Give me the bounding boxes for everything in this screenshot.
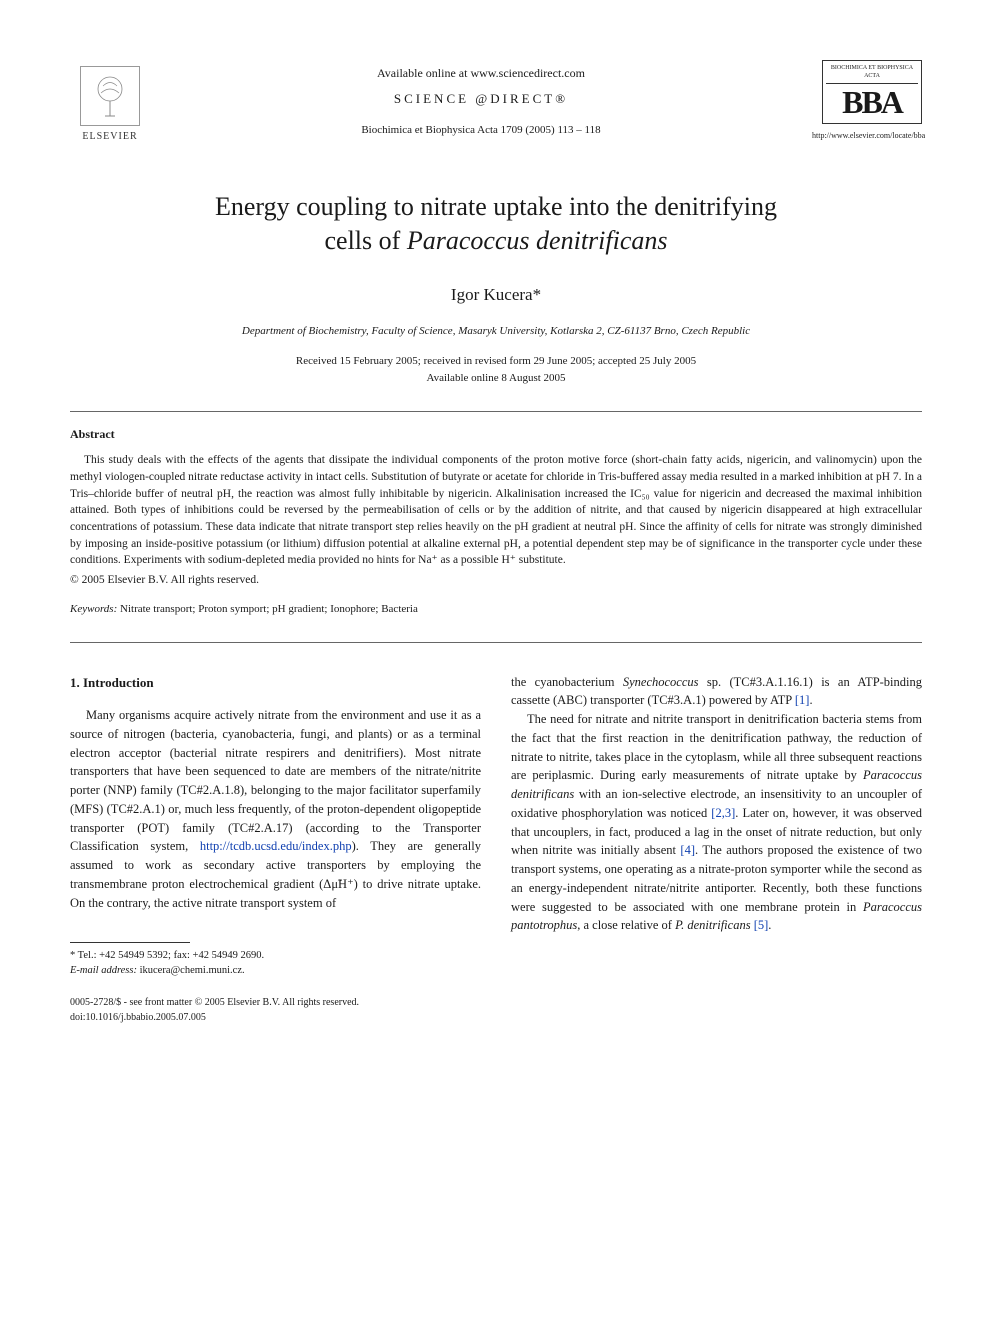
column-right: the cyanobacterium Synechococcus sp. (TC… xyxy=(511,673,922,1025)
bba-url[interactable]: http://www.elsevier.com/locate/bba xyxy=(812,130,922,141)
footnote-separator xyxy=(70,942,190,943)
page-header: ELSEVIER Available online at www.science… xyxy=(70,60,922,150)
corresponding-email: E-mail address: ikucera@chemi.muni.cz. xyxy=(70,964,481,979)
received-dates: Received 15 February 2005; received in r… xyxy=(70,354,922,369)
available-online-date: Available online 8 August 2005 xyxy=(70,371,922,386)
keywords-label: Keywords: xyxy=(70,603,117,615)
bba-box: BIOCHIMICA ET BIOPHYSICA ACTA BBA xyxy=(822,60,922,124)
c2p2-a: The need for nitrate and nitrite transpo… xyxy=(511,712,922,782)
column-left: 1. Introduction Many organisms acquire a… xyxy=(70,673,481,1025)
keywords-values: Nitrate transport; Proton symport; pH gr… xyxy=(117,603,418,615)
divider-bottom xyxy=(70,642,922,643)
ref-4[interactable]: [4] xyxy=(680,843,695,857)
bba-logo-block: BIOCHIMICA ET BIOPHYSICA ACTA BBA http:/… xyxy=(812,60,922,141)
elsevier-tree-icon xyxy=(80,66,140,126)
col2-para-2: The need for nitrate and nitrite transpo… xyxy=(511,710,922,935)
bba-letters: BBA xyxy=(826,84,918,120)
introduction-heading: 1. Introduction xyxy=(70,673,481,693)
affiliation: Department of Biochemistry, Faculty of S… xyxy=(70,324,922,339)
c2p2-g: . xyxy=(768,918,771,932)
corresponding-tel: * Tel.: +42 54949 5392; fax: +42 54949 2… xyxy=(70,949,481,964)
sciencedirect-logo: SCIENCE @DIRECT® xyxy=(150,90,812,108)
ref-2-3[interactable]: [2,3] xyxy=(711,806,735,820)
c2p1-a: the cyanobacterium xyxy=(511,675,623,689)
elsevier-logo: ELSEVIER xyxy=(70,60,150,150)
c2p2-e: , a close relative of xyxy=(577,918,675,932)
journal-reference: Biochimica et Biophysica Acta 1709 (2005… xyxy=(150,123,812,138)
available-online-text: Available online at www.sciencedirect.co… xyxy=(150,65,812,82)
abstract-copyright: © 2005 Elsevier B.V. All rights reserved… xyxy=(70,572,922,588)
intro-para-1: Many organisms acquire actively nitrate … xyxy=(70,706,481,912)
email-label: E-mail address: xyxy=(70,965,137,976)
article-title: Energy coupling to nitrate uptake into t… xyxy=(130,190,862,258)
title-species: Paracoccus denitrificans xyxy=(407,226,668,255)
col2-para-1: the cyanobacterium Synechococcus sp. (TC… xyxy=(511,673,922,711)
issn-line: 0005-2728/$ - see front matter © 2005 El… xyxy=(70,995,481,1010)
center-header: Available online at www.sciencedirect.co… xyxy=(150,60,812,138)
bba-subtitle: BIOCHIMICA ET BIOPHYSICA ACTA xyxy=(826,64,918,84)
tcdb-link[interactable]: http://tcdb.ucsd.edu/index.php xyxy=(200,839,352,853)
abstract-text: This study deals with the effects of the… xyxy=(70,452,922,569)
title-line1: Energy coupling to nitrate uptake into t… xyxy=(215,192,777,221)
title-line2-pre: cells of xyxy=(325,226,407,255)
ref-1[interactable]: [1] xyxy=(795,693,810,707)
email-address: ikucera@chemi.muni.cz. xyxy=(137,965,245,976)
ref-5[interactable]: [5] xyxy=(754,918,769,932)
c2p1-c: . xyxy=(809,693,812,707)
body-columns: 1. Introduction Many organisms acquire a… xyxy=(70,673,922,1025)
keywords-line: Keywords: Nitrate transport; Proton symp… xyxy=(70,602,922,617)
col1-text-a: Many organisms acquire actively nitrate … xyxy=(70,708,481,853)
abstract-heading: Abstract xyxy=(70,426,922,443)
divider-top xyxy=(70,411,922,412)
author-name: Igor Kucera* xyxy=(70,283,922,307)
c2p1-i1: Synechococcus xyxy=(623,675,699,689)
doi-line: doi:10.1016/j.bbabio.2005.07.005 xyxy=(70,1010,481,1025)
c2p2-i3: P. denitrificans xyxy=(675,918,750,932)
elsevier-label: ELSEVIER xyxy=(82,130,137,144)
